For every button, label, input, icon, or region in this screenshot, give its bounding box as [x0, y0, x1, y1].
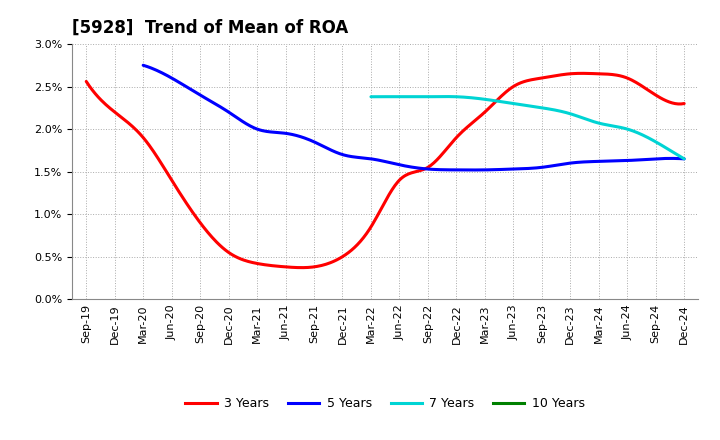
3 Years — [459, 128, 468, 133]
7 Years — [405, 94, 413, 99]
7 Years — [492, 98, 500, 103]
3 Years — [154, 156, 163, 161]
5 Years — [468, 167, 477, 172]
5 Years — [480, 167, 489, 172]
5 Years — [139, 62, 148, 68]
3 Years — [297, 265, 306, 270]
Legend: 3 Years, 5 Years, 7 Years, 10 Years: 3 Years, 5 Years, 7 Years, 10 Years — [181, 392, 590, 415]
7 Years — [680, 156, 688, 161]
7 Years — [441, 94, 450, 99]
3 Years — [276, 264, 285, 269]
7 Years — [595, 121, 603, 126]
Line: 3 Years: 3 Years — [86, 73, 684, 268]
3 Years — [680, 101, 688, 106]
5 Years — [204, 97, 212, 103]
7 Years — [593, 120, 602, 125]
5 Years — [353, 155, 361, 160]
5 Years — [531, 165, 539, 171]
Line: 5 Years: 5 Years — [143, 65, 684, 170]
3 Years — [82, 79, 91, 84]
5 Years — [534, 165, 542, 170]
3 Years — [515, 81, 523, 86]
5 Years — [315, 142, 324, 147]
Text: [5928]  Trend of Mean of ROA: [5928] Trend of Mean of ROA — [72, 19, 348, 37]
3 Years — [518, 80, 526, 85]
7 Years — [366, 94, 375, 99]
7 Years — [469, 95, 478, 101]
Line: 7 Years: 7 Years — [371, 96, 684, 159]
3 Years — [320, 262, 329, 268]
5 Years — [680, 156, 688, 161]
3 Years — [578, 71, 587, 76]
7 Years — [564, 111, 573, 116]
